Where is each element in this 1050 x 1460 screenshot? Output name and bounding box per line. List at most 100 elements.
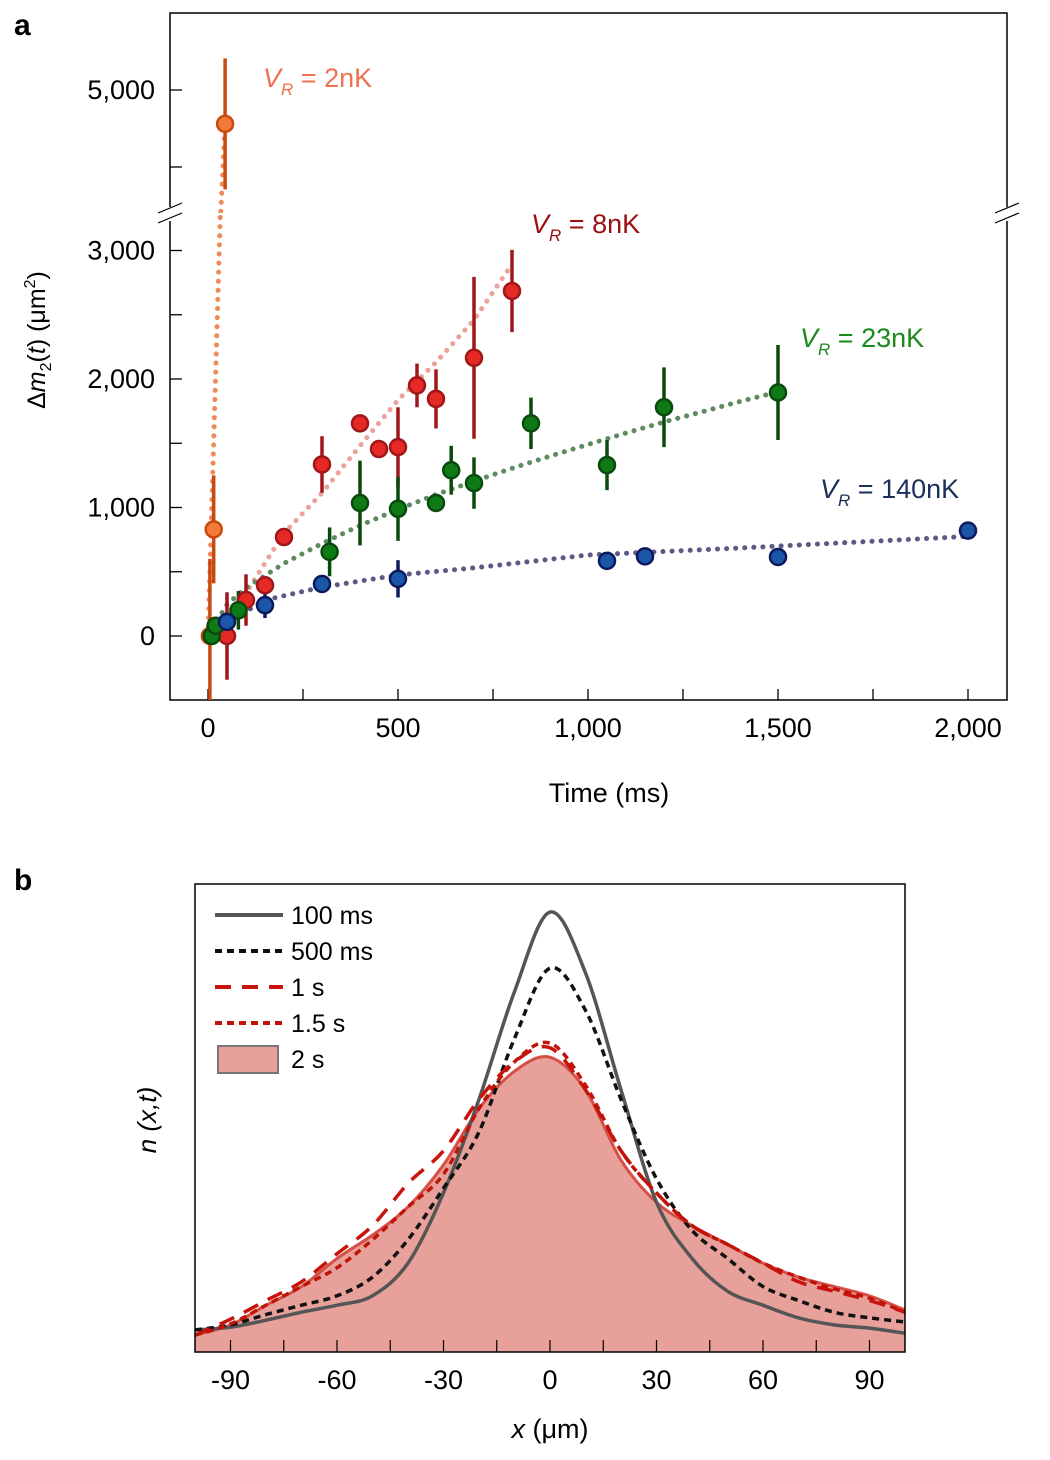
panel-a-points [200, 58, 978, 700]
x-tick-label: 0 [200, 713, 215, 743]
y-axis-label-a: Δm2(t) (μm2) [22, 271, 55, 409]
x-axis-label-b: x (μm) [509, 1414, 588, 1444]
legend-label: 1.5 s [291, 1010, 345, 1038]
x-tick-label: -60 [317, 1365, 356, 1395]
legend-swatch-2s [217, 1045, 279, 1074]
series-label-v: V [531, 209, 552, 239]
fit-line-upper-1 [208, 256, 508, 475]
data-point [388, 569, 408, 589]
data-point [426, 493, 446, 513]
series-label-sub: R [281, 80, 293, 99]
curve-100-ms [195, 910, 905, 1336]
panel-b-label: b [14, 864, 32, 897]
series-label-v: V [800, 323, 821, 353]
data-point [350, 414, 370, 433]
data-point [502, 281, 522, 301]
data-point [320, 542, 339, 562]
data-point [958, 521, 978, 540]
curve-2s-edge [195, 1055, 905, 1337]
fit-line-upper-0 [218, 121, 228, 213]
data-point [635, 547, 655, 566]
data-point [426, 389, 446, 409]
axis-break-gap-left [167, 207, 173, 221]
data-point [312, 574, 332, 594]
panel-a-label: a [14, 9, 31, 42]
data-point [597, 551, 617, 571]
data-point [441, 460, 461, 480]
data-point [388, 437, 408, 457]
series-label-sub: R [549, 226, 561, 245]
data-point [768, 383, 788, 402]
series-label-sub: R [818, 340, 830, 359]
data-point [229, 601, 248, 620]
data-point [521, 414, 541, 433]
data-point [255, 595, 275, 615]
panel-a-frame [157, 12, 1020, 701]
y-tick-label: 2,000 [87, 364, 155, 394]
fit-line-3 [224, 533, 971, 626]
area-2s [195, 1056, 905, 1352]
x-tick-label: -90 [211, 1365, 250, 1395]
data-point [654, 398, 674, 417]
curve-1-s [195, 1044, 905, 1337]
series-label: VR = 2nK [263, 63, 372, 99]
series-label: VR = 140nK [820, 474, 959, 510]
data-point [369, 439, 389, 459]
series-label-v: V [820, 474, 841, 504]
legend-label: 1 s [291, 974, 324, 1002]
x-tick-label: 90 [854, 1365, 884, 1395]
panel-b-ticks: -90 -60 -30 0 30 60 90 [211, 1340, 885, 1395]
series-label-value: = 140nK [850, 474, 959, 504]
data-point [388, 499, 408, 519]
series-label-value: = 23nK [830, 323, 924, 353]
data-point [215, 114, 235, 134]
y-tick-label: 1,000 [87, 493, 155, 523]
data-point [255, 575, 275, 595]
axis-break-gap-right [1004, 207, 1010, 221]
x-tick-label: 500 [375, 713, 420, 743]
panel-b-legend: 100 ms 500 ms 1 s 1.5 s 2 s [215, 902, 373, 1074]
series-label: VR = 23nK [800, 323, 924, 359]
data-point [464, 473, 484, 493]
fit-line-upper-2 [208, 329, 778, 475]
x-tick-label: 1,000 [554, 713, 622, 743]
x-tick-label: 1,500 [744, 713, 812, 743]
plot-frame-a [169, 12, 1008, 701]
series-label: VR = 8nK [531, 209, 640, 245]
panel-a-fits [205, 121, 971, 639]
data-point [464, 348, 484, 368]
axis-break-mark [994, 202, 1020, 214]
x-tick-label: -30 [424, 1365, 463, 1395]
series-label-sub: R [838, 491, 850, 510]
series-label-value: = 2nK [293, 63, 372, 93]
x-tick-label: 2,000 [934, 713, 1002, 743]
data-point [350, 493, 370, 513]
panel-a-ticks: 0 500 1,000 1,500 2,000 0 1,000 2,000 3,000 5,000 [87, 75, 1001, 743]
data-point [768, 547, 788, 567]
x-tick-label: 0 [542, 1365, 557, 1395]
y-axis-label-b: n (x,t) [132, 1087, 162, 1153]
legend-label: 2 s [291, 1046, 324, 1074]
fit-line-0 [205, 215, 223, 639]
x-axis-label-a: Time (ms) [549, 778, 669, 808]
axis-break-mark [157, 212, 183, 224]
axis-break-mark [157, 202, 183, 214]
series-label-value: = 8nK [561, 209, 640, 239]
legend-label: 100 ms [291, 902, 373, 930]
curve-500-ms [195, 965, 905, 1332]
data-point [597, 455, 617, 475]
x-tick-label: 30 [641, 1365, 671, 1395]
data-point [407, 376, 427, 395]
data-point [312, 455, 332, 474]
y-tick-label: 0 [140, 621, 155, 651]
x-tick-label: 60 [748, 1365, 778, 1395]
y-tick-label: 3,000 [87, 236, 155, 266]
data-point [204, 520, 223, 539]
series-label-v: V [263, 63, 284, 93]
fit-line-2 [205, 389, 781, 639]
y-tick-label: 5,000 [87, 75, 155, 105]
panel-b-curves [195, 910, 905, 1352]
axis-break-mark [994, 212, 1020, 224]
